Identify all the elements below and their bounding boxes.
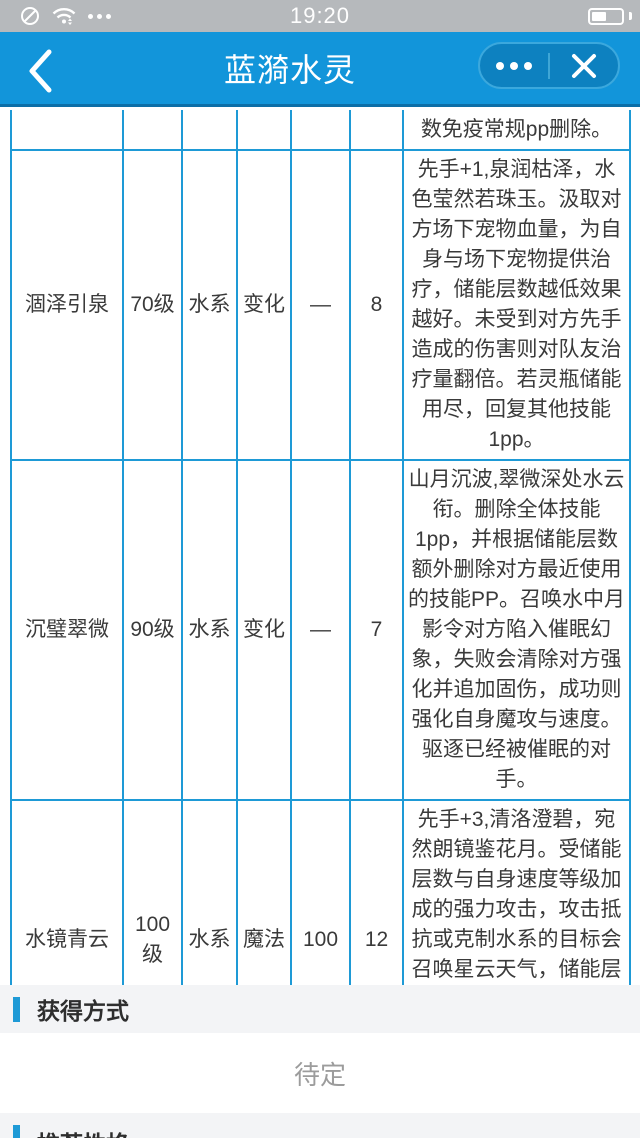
skill-power-cell: — [290, 459, 351, 801]
skill-name-cell: 涸泽引泉 [10, 149, 124, 461]
section-obtain-title: 获得方式 [37, 998, 129, 1024]
section-nature-title: 推荐性格 [37, 1125, 129, 1138]
pill-divider [548, 52, 550, 79]
app-header: 蓝漪水灵 [0, 32, 640, 107]
skill-power-cell: — [290, 149, 351, 461]
skill-name-cell [10, 110, 124, 151]
section-accent-bar [13, 996, 20, 1022]
skill-type-cell: 水系 [181, 149, 238, 461]
desc-clipped-line: 提升，根据灵瓶储能层 [404, 110, 629, 115]
battery-icon [588, 7, 624, 25]
back-button[interactable] [18, 46, 62, 96]
skill-category-cell [236, 110, 292, 151]
status-left-icons [0, 6, 588, 26]
section-accent-bar [13, 1125, 20, 1138]
skill-table: 提升，根据灵瓶储能层 数免疫常规pp删除。 涸泽引泉 70级 水系 变化 — 8… [10, 110, 631, 1081]
skill-level-cell [122, 110, 183, 151]
section-obtain-header: 获得方式 [0, 985, 640, 1033]
notification-dots-icon [88, 13, 111, 19]
skill-type-cell: 水系 [181, 459, 238, 801]
section-nature-header: 推荐性格 [0, 1113, 640, 1138]
table-row: 沉璧翠微 90级 水系 变化 — 7 山月沉波,翠微深处水云衔。删除全体技能1p… [10, 459, 631, 801]
no-service-icon [21, 7, 39, 25]
skill-desc-cell: 山月沉波,翠微深处水云衔。删除全体技能1pp，并根据储能层数额外删除对方最近使用… [402, 459, 631, 801]
skill-pp-cell [349, 110, 404, 151]
table-row: 涸泽引泉 70级 水系 变化 — 8 先手+1,泉润枯泽，水色莹然若珠玉。汲取对… [10, 149, 631, 461]
skill-level-cell: 90级 [122, 459, 183, 801]
skill-desc-cell: 先手+1,泉润枯泽，水色莹然若珠玉。汲取对方场下宠物血量，为自身与场下宠物提供治… [402, 149, 631, 461]
status-time: 19:20 [289, 3, 351, 28]
wifi-icon [52, 8, 76, 25]
status-bar: 19:20 [0, 0, 640, 32]
skill-level-cell: 70级 [122, 149, 183, 461]
status-right-icons [588, 7, 640, 25]
more-icon [496, 61, 532, 70]
skill-category-cell: 变化 [236, 149, 292, 461]
close-icon [572, 53, 596, 78]
skill-desc-cell: 提升，根据灵瓶储能层 数免疫常规pp删除。 [402, 110, 631, 151]
chevron-left-icon [29, 49, 52, 93]
skill-power-cell [290, 110, 351, 151]
skill-category-cell: 变化 [236, 459, 292, 801]
page-title: 蓝漪水灵 [223, 52, 356, 88]
skill-pp-cell: 7 [349, 459, 404, 801]
obtain-value: 待定 [0, 1033, 640, 1113]
skill-pp-cell: 8 [349, 149, 404, 461]
more-button[interactable] [480, 44, 548, 87]
skill-table-wrap: 提升，根据灵瓶储能层 数免疫常规pp删除。 涸泽引泉 70级 水系 变化 — 8… [0, 110, 640, 1081]
skill-name-cell: 沉璧翠微 [10, 459, 124, 801]
desc-visible-line: 数免疫常规pp删除。 [420, 118, 613, 141]
header-action-pill [478, 42, 620, 89]
table-row-clipped: 提升，根据灵瓶储能层 数免疫常规pp删除。 [10, 110, 631, 151]
close-button[interactable] [550, 44, 618, 87]
skill-type-cell [181, 110, 238, 151]
